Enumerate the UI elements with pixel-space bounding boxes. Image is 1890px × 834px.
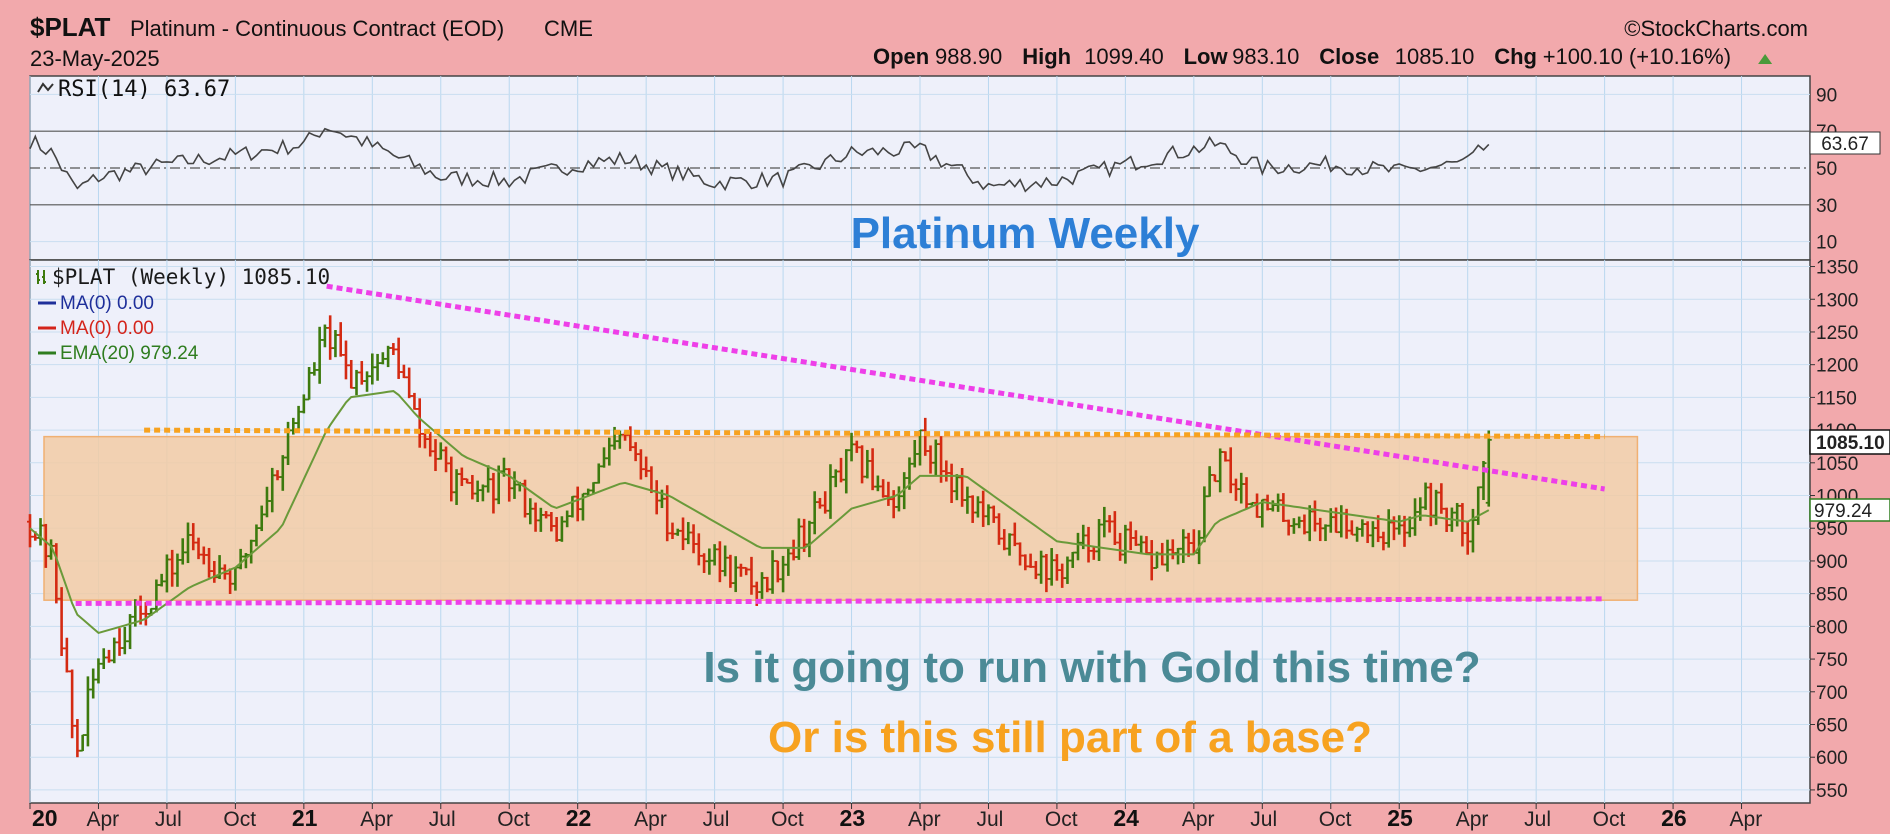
ohlc-value-open: 988.90	[935, 44, 1002, 69]
price-tick-label: 1350	[1816, 258, 1858, 279]
annotation-question-2: Or is this still part of a base?	[768, 713, 1372, 762]
annotation-question-1: Is it going to run with Gold this time?	[703, 643, 1480, 692]
ohlc-value-low: 983.10	[1232, 44, 1299, 69]
ohlc-label-close: Close	[1319, 44, 1379, 69]
ohlc-readout: Open 988.90 High 1099.40 Low 983.10 Close 1085.…	[873, 44, 1773, 69]
price-tick-label: 900	[1816, 552, 1848, 573]
ohlc-value-high: 1099.40	[1084, 44, 1164, 69]
x-tick-label: Apr	[1182, 808, 1215, 831]
rsi-value-text: 63.67	[1821, 134, 1869, 155]
ema-value-text: 979.24	[1814, 501, 1873, 522]
price-tick-label: 700	[1816, 683, 1848, 704]
rsi-tick-label: 30	[1816, 196, 1837, 217]
annotation-title: Platinum Weekly	[851, 209, 1200, 258]
x-tick-label: Oct	[1045, 808, 1078, 831]
x-tick-label: Jul	[155, 808, 182, 831]
x-tick-label: Apr	[1730, 808, 1763, 831]
x-tick-label: Oct	[497, 808, 530, 831]
x-axis: 20 Apr Jul Oct 21 Apr Jul Oct 22 Apr Jul Oct 23 Apr Ju…	[29, 803, 1763, 831]
x-tick-label: Apr	[1456, 808, 1489, 831]
price-tick-label: 1300	[1816, 290, 1858, 311]
price-tick-label: 1150	[1816, 388, 1857, 409]
price-tick-label: 750	[1816, 650, 1848, 671]
x-tick-label: Apr	[634, 808, 667, 831]
legend-item: MA(0) 0.00	[60, 318, 154, 339]
rsi-tick-label: 10	[1816, 233, 1837, 254]
x-tick-label: 21	[292, 805, 318, 831]
x-tick-label: Jul	[429, 808, 456, 831]
x-tick-label: 23	[840, 805, 866, 831]
brand-text: ©StockCharts.com	[1624, 16, 1808, 41]
rsi-axis: 9070503010	[1816, 85, 1837, 253]
price-tick-label: 1250	[1816, 323, 1858, 344]
x-tick-label: Apr	[360, 808, 393, 831]
rsi-tick-label: 50	[1816, 159, 1837, 180]
chg-up-arrow-icon	[1758, 54, 1773, 64]
x-tick-label: Oct	[1319, 808, 1352, 831]
x-tick-label: Oct	[223, 808, 256, 831]
rsi-line	[29, 127, 1490, 193]
bar-icon	[36, 270, 46, 284]
legend-item: EMA(20) 979.24	[60, 343, 199, 364]
x-tick-label: 26	[1661, 805, 1687, 831]
magenta-trendline-1	[326, 283, 1606, 492]
x-tick-label: 22	[566, 805, 592, 831]
price-tick-label: 1050	[1816, 454, 1858, 475]
ohlc-label-low: Low	[1184, 44, 1229, 69]
ema-line	[29, 390, 1490, 635]
date-text: 23-May-2025	[30, 46, 160, 71]
price-tick-label: 550	[1816, 781, 1848, 802]
ohlc-label-open: Open	[873, 44, 929, 69]
trendlines	[75, 283, 1606, 606]
description-text: Platinum - Continuous Contract (EOD)	[130, 16, 504, 41]
x-tick-label: Apr	[908, 808, 941, 831]
x-tick-label: 24	[1113, 805, 1139, 831]
magenta-trendline-2	[75, 596, 1605, 606]
x-tick-label: Jul	[1524, 808, 1551, 831]
x-tick-label: Jul	[703, 808, 730, 831]
orange-resistance-line	[144, 427, 1605, 440]
price-tick-label: 600	[1816, 748, 1848, 769]
price-tick-label: 850	[1816, 585, 1848, 606]
symbol-text: $PLAT	[30, 12, 111, 42]
price-legend: $PLAT (Weekly) 1085.10 MA(0) 0.00 MA(0) 0.…	[36, 265, 330, 364]
price-tick-label: 650	[1816, 715, 1848, 736]
x-tick-label: 20	[32, 805, 58, 831]
rsi-icon	[37, 82, 54, 93]
rsi-grid	[29, 76, 1810, 260]
price-axis: 1350130012501200115011001050100095090085…	[1810, 258, 1858, 802]
price-tick-label: 1200	[1816, 356, 1858, 377]
x-tick-label: Oct	[1593, 808, 1626, 831]
ohlc-label-high: High	[1022, 44, 1071, 69]
ohlc-value-close: 1085.10	[1395, 44, 1475, 69]
price-bar	[1485, 430, 1492, 507]
rsi-value-badge: 63.67	[1809, 131, 1881, 155]
x-tick-label: Oct	[771, 808, 804, 831]
x-tick-label: Jul	[976, 808, 1003, 831]
price-value-badge: 1085.10	[1809, 429, 1890, 455]
legend-item: MA(0) 0.00	[60, 293, 154, 314]
rsi-tick-label: 90	[1816, 85, 1837, 106]
x-tick-label: Jul	[1250, 808, 1277, 831]
x-tick-label: 25	[1387, 805, 1413, 831]
ohlc-label-chg: Chg	[1494, 44, 1537, 69]
price-tick-label: 950	[1816, 519, 1848, 540]
legend-item: $PLAT (Weekly) 1085.10	[52, 265, 330, 289]
rsi-label-text: RSI(14) 63.67	[58, 77, 230, 102]
ema-value-badge: 979.24	[1809, 498, 1890, 522]
price-value-text: 1085.10	[1816, 433, 1885, 454]
rsi-label: RSI(14) 63.67	[37, 77, 230, 102]
ohlc-value-chg: +100.10 (+10.16%)	[1543, 44, 1731, 69]
exchange-text: CME	[544, 16, 593, 41]
price-tick-label: 800	[1816, 617, 1848, 638]
x-tick-label: Apr	[86, 808, 119, 831]
